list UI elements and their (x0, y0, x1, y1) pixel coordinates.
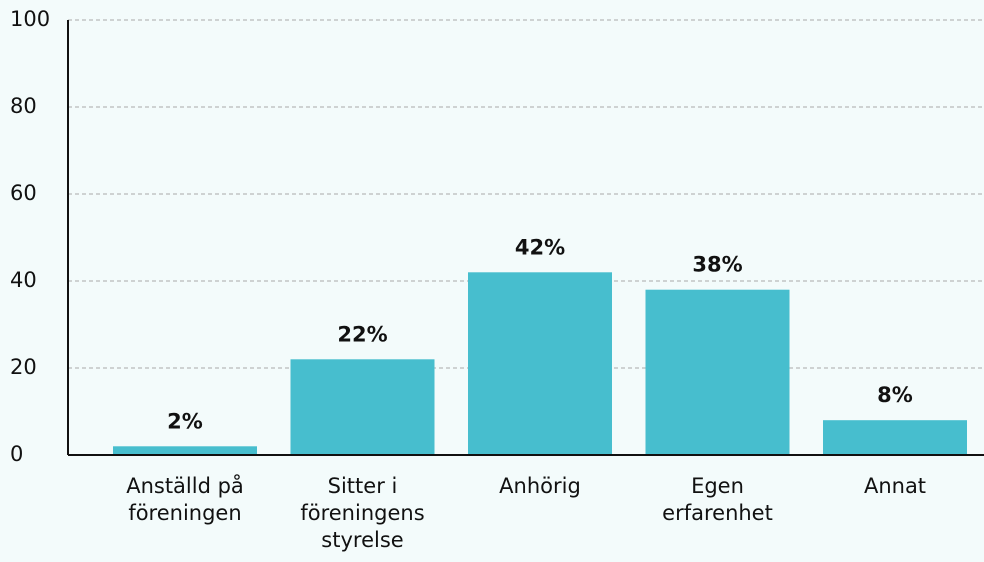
x-tick-label: Anhörig (499, 474, 581, 498)
bar (290, 359, 435, 455)
bar (823, 420, 967, 455)
y-tick-label: 40 (10, 268, 37, 292)
value-label: 22% (337, 322, 387, 346)
x-tick-label: Sitter i föreningens styrelse (300, 474, 425, 552)
bar (645, 289, 790, 455)
x-tick-label: Anställd på föreningen (126, 474, 244, 525)
y-tick-label: 80 (10, 94, 37, 118)
x-tick-label: Egen erfarenhet (662, 474, 773, 525)
value-label: 38% (692, 253, 742, 277)
y-tick-label: 0 (10, 442, 23, 466)
y-tick-label: 100 (10, 7, 50, 31)
bar (113, 446, 257, 455)
value-label: 2% (167, 409, 203, 433)
y-tick-label: 60 (10, 181, 37, 205)
value-label: 8% (877, 383, 913, 407)
value-label: 42% (515, 235, 565, 259)
y-tick-label: 20 (10, 355, 37, 379)
x-tick-label: Annat (863, 474, 927, 498)
bar (468, 272, 612, 455)
